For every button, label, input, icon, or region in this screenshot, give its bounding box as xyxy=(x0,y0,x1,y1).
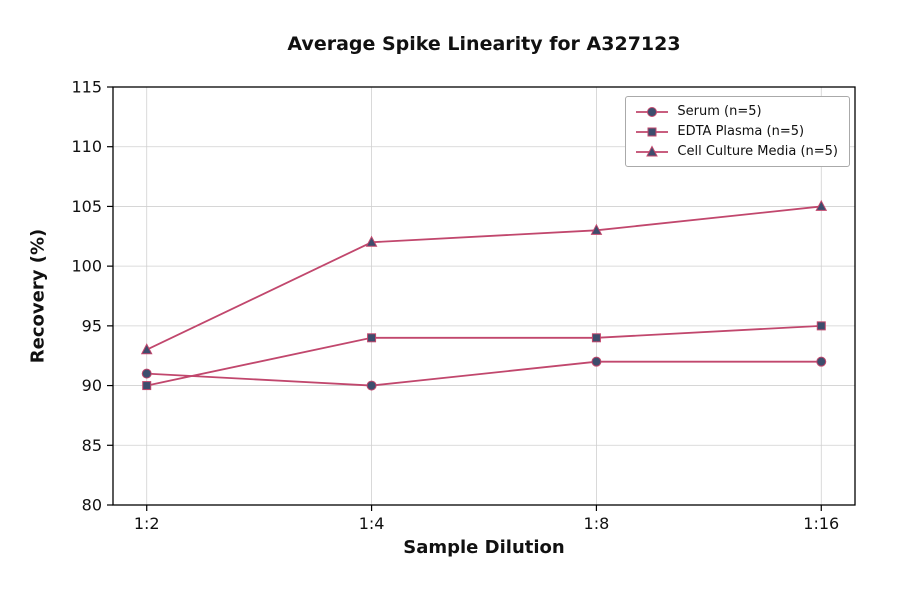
legend-label: Serum (n=5) xyxy=(677,104,762,119)
axes-frame xyxy=(112,86,856,506)
x-tick-label: 1:4 xyxy=(359,514,385,533)
legend-sample-triangle-icon xyxy=(636,144,669,156)
circle-marker xyxy=(591,356,602,367)
x-tick-label: 1:8 xyxy=(584,514,610,533)
square-marker xyxy=(591,333,601,343)
y-tick-label: 85 xyxy=(82,436,102,455)
legend-sample-square-icon xyxy=(636,127,669,136)
legend-label: EDTA Plasma (n=5) xyxy=(677,124,805,139)
y-axis-label: Recovery (%) xyxy=(27,228,49,364)
square-marker xyxy=(142,381,152,391)
series-line xyxy=(146,205,822,351)
x-axis-label: Sample Dilution xyxy=(403,537,565,558)
triangle-marker xyxy=(590,223,603,235)
legend: Serum (n=5) EDTA Plasma (n=5) Cell Culture… xyxy=(625,96,850,167)
y-tick-label: 105 xyxy=(71,197,102,216)
circle-marker xyxy=(816,356,827,367)
legend-entry: Cell Culture Media (n=5) xyxy=(635,144,838,159)
triangle-marker xyxy=(815,199,828,211)
square-marker xyxy=(367,333,377,343)
triangle-marker xyxy=(646,144,659,156)
y-tick-label: 90 xyxy=(82,376,102,395)
series-line xyxy=(146,324,822,387)
y-tick-label: 115 xyxy=(71,78,102,97)
legend-entry: Serum (n=5) xyxy=(635,104,838,119)
circle-marker xyxy=(647,106,658,117)
circle-marker xyxy=(366,380,377,391)
x-tick-label: 1:2 xyxy=(134,514,160,533)
triangle-marker xyxy=(365,235,378,247)
x-tick-label: 1:16 xyxy=(803,514,839,533)
y-tick-label: 100 xyxy=(71,257,102,276)
legend-entry: EDTA Plasma (n=5) xyxy=(635,124,838,139)
series-line xyxy=(146,360,822,387)
legend-label: Cell Culture Media (n=5) xyxy=(677,144,838,159)
legend-sample-circle-icon xyxy=(636,106,669,117)
square-marker xyxy=(816,321,826,331)
chart-title: Average Spike Linearity for A327123 xyxy=(287,33,681,55)
triangle-marker xyxy=(140,343,153,355)
square-marker xyxy=(647,127,657,136)
y-tick-label: 110 xyxy=(71,137,102,156)
circle-marker xyxy=(141,368,152,379)
y-tick-label: 95 xyxy=(82,316,102,335)
y-tick-label: 80 xyxy=(82,496,102,515)
